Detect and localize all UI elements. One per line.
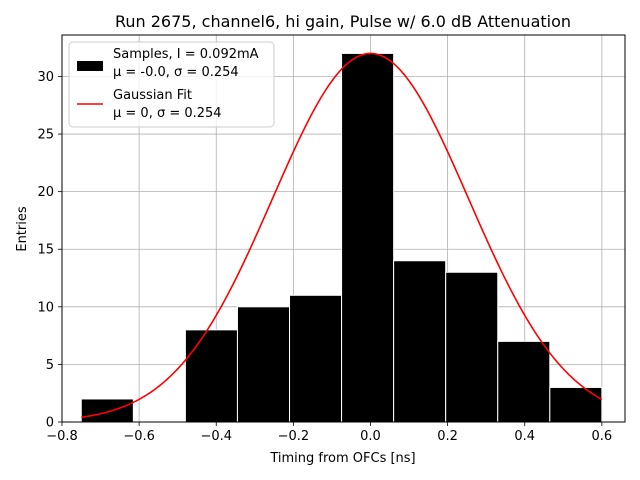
y-tick-label: 0 [46,416,54,431]
x-tick-label: −0.8 [46,429,78,444]
legend-box [68,41,275,128]
legend-label-fit: Gaussian Fit [113,88,192,103]
y-axis-ticks: 0 5 10 15 20 25 30 [37,70,62,431]
chart-title: Run 2675, channel6, hi gain, Pulse w/ 6.… [115,12,571,31]
y-tick-label: 25 [37,128,54,143]
x-tick-label: −0.4 [200,429,232,444]
x-tick-label: −0.6 [123,429,155,444]
histogram-bar [549,386,603,423]
legend: Samples, I = 0.092mA μ = -0.0, σ = 0.254… [68,41,275,128]
histogram-bar [289,294,343,423]
x-axis-label: Timing from OFCs [ns] [269,451,415,466]
legend-swatch-samples [77,61,103,71]
y-axis-label: Entries [15,206,30,252]
legend-stats-fit: μ = 0, σ = 0.254 [113,106,222,121]
x-tick-label: 0.4 [514,429,535,444]
histogram-bar [445,271,499,423]
legend-stats-samples: μ = -0.0, σ = 0.254 [113,65,239,80]
legend-label-samples: Samples, I = 0.092mA [113,47,259,62]
y-tick-label: 30 [37,70,54,85]
histogram-bar [184,329,238,423]
histogram-bars [80,52,603,423]
x-tick-label: 0.6 [592,429,613,444]
x-tick-label: 0.0 [360,429,381,444]
y-tick-label: 5 [46,358,54,373]
histogram-bar [341,52,395,423]
gaussian-fit-line [81,52,603,419]
histogram-bar [80,398,134,423]
x-axis-ticks: −0.8 −0.6 −0.4 −0.2 0.0 0.2 0.4 0.6 [46,422,612,444]
histogram-bar [393,260,447,423]
histogram-bar [236,306,291,423]
y-tick-label: 10 [37,300,54,315]
histogram-bar [497,340,551,423]
plot-frame [61,34,626,423]
x-tick-label: 0.2 [437,429,458,444]
y-tick-label: 20 [37,185,54,200]
y-tick-label: 15 [37,243,54,258]
x-tick-label: −0.2 [278,429,310,444]
fit-curve-group [81,52,603,419]
